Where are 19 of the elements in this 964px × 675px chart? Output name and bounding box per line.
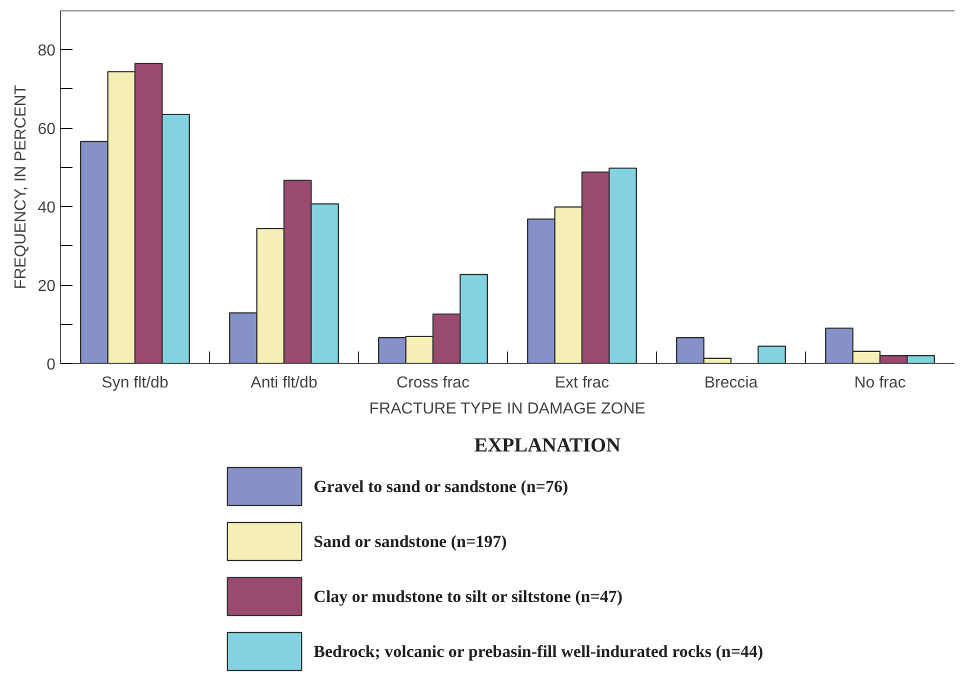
x-tick-label: Cross frac: [396, 374, 470, 392]
y-axis-title: FREQUENCY, IN PERCENT: [12, 84, 30, 290]
x-tick-label: Syn flt/db: [102, 374, 168, 392]
x-tick-label: Ext frac: [554, 374, 610, 392]
y-tick-label: 0: [46, 356, 56, 374]
y-tick-label: 80: [38, 42, 56, 60]
legend-title: EXPLANATION: [474, 434, 622, 456]
x-tick-label: No frac: [854, 374, 906, 392]
y-tick-label: 40: [38, 200, 56, 217]
x-tick-label: Anti flt/db: [250, 374, 318, 392]
x-tick-label: Breccia: [704, 374, 758, 392]
y-tick-label: 60: [38, 121, 56, 138]
legend-label: Gravel to sand or sandstone (n=76): [314, 477, 568, 496]
legend-label: Bedrock; volcanic or prebasin-fill well-indurated rocks (n=44): [314, 642, 764, 661]
legend-label: Clay or mudstone to silt or siltstone (n=47): [314, 587, 623, 606]
legend-label: Sand or sandstone (n=197): [314, 532, 507, 551]
bar: [758, 346, 786, 364]
x-axis-title: FRACTURE TYPE IN DAMAGE ZONE: [369, 400, 646, 418]
y-tick-label: 20: [38, 278, 56, 296]
